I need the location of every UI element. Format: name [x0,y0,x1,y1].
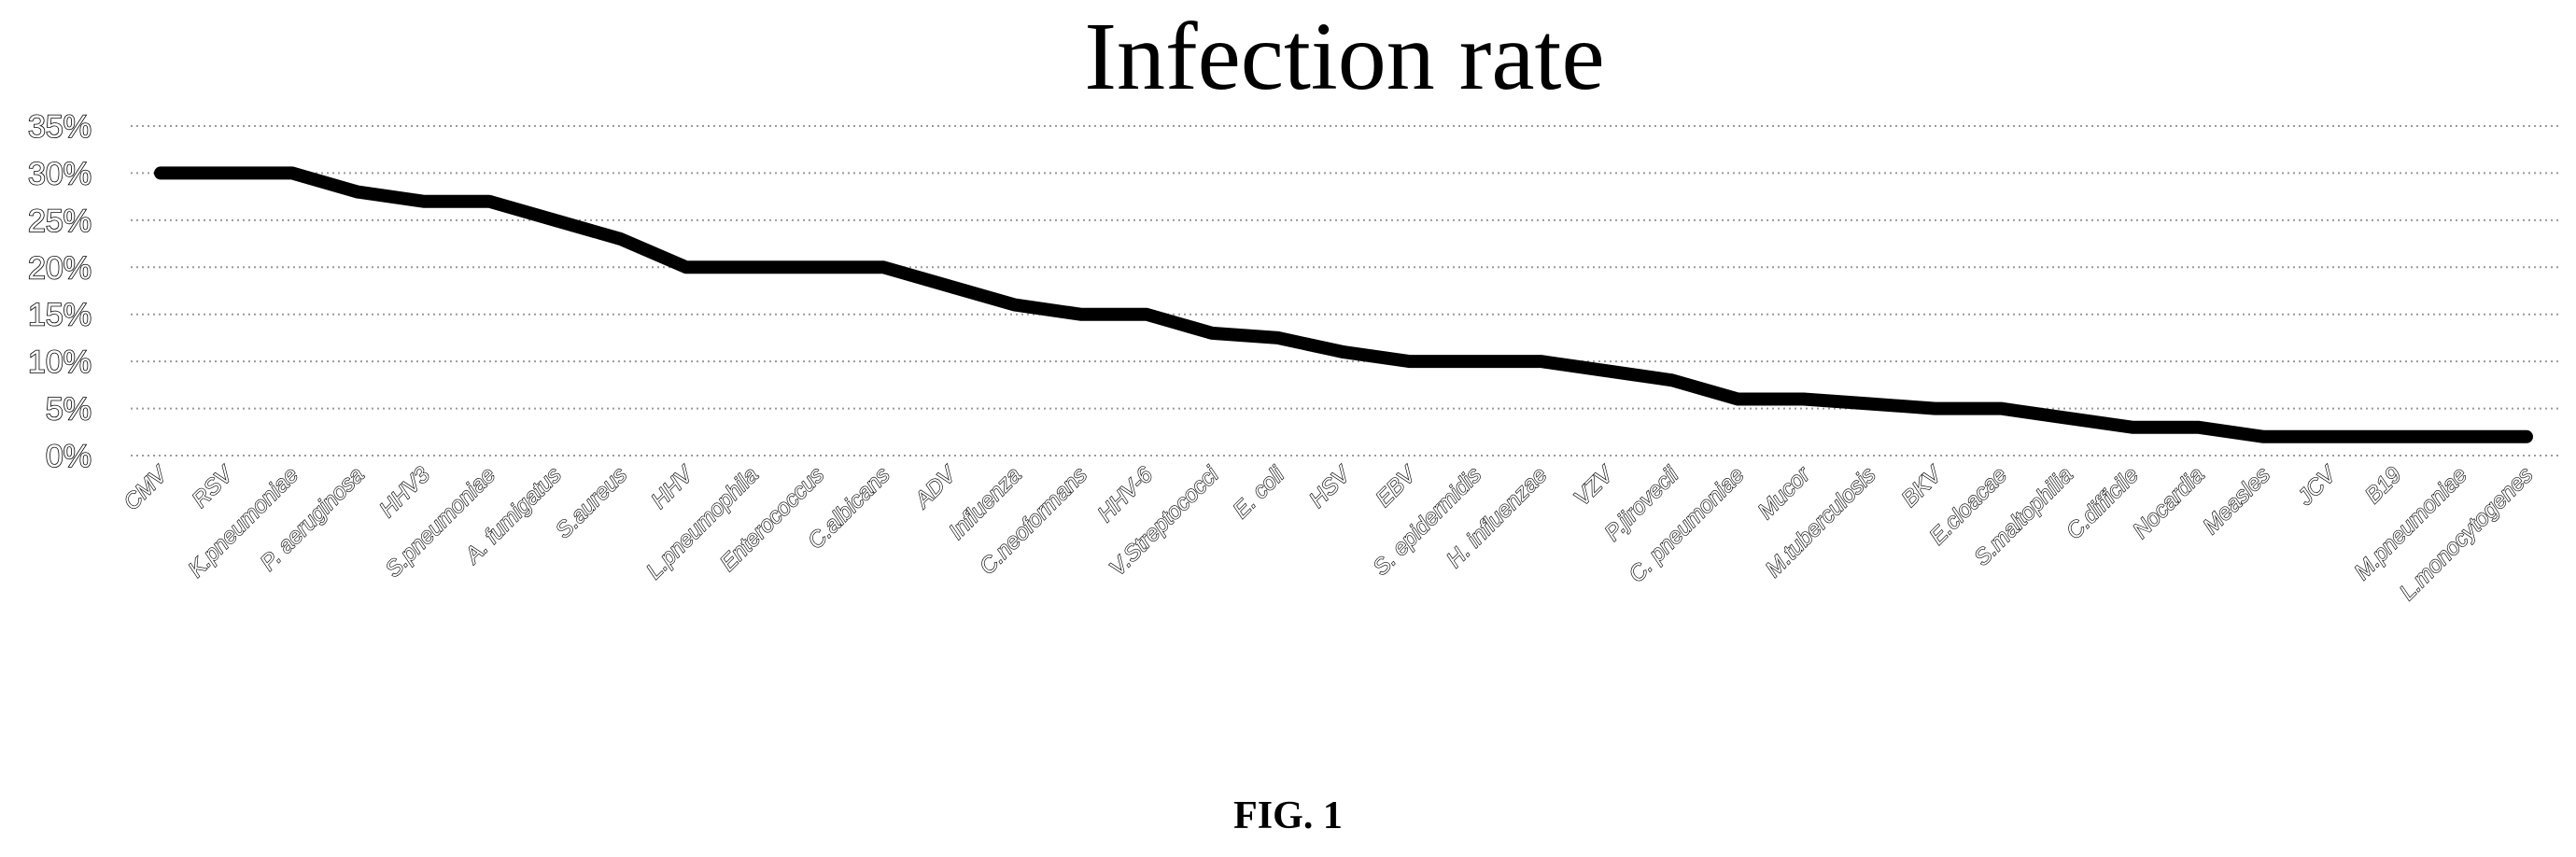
x-tick-label: M.pneumoniae [2349,462,2471,584]
x-tick-label: EBV [1372,461,1422,512]
data-point [2258,430,2270,443]
y-tick-label: 35% [28,109,91,145]
data-point [943,280,955,292]
data-point [1075,308,1087,320]
data-point [1864,398,1876,410]
data-point [1797,393,1809,405]
data-point [1666,374,1678,386]
series-line [154,166,2533,443]
x-tick-label: HHV3 [374,462,435,523]
y-axis-ticks: 0% 5% 10% 15% 20% 25% 30% 35% [27,108,92,475]
data-point [1732,393,1744,405]
data-point [2455,430,2467,443]
data-point [286,167,298,179]
figure-caption: FIG. 1 [1233,794,1343,837]
x-tick-label: E. coli [1229,462,1290,524]
data-point [2061,412,2073,424]
data-point [352,186,364,198]
gridlines [131,125,2558,457]
data-point [220,167,232,179]
data-point [1600,365,1612,377]
data-point [417,195,429,207]
y-tick-label: 0% [46,439,91,474]
data-point [1338,346,1349,358]
data-point [1140,308,1152,320]
x-tick-label: RSV [188,461,239,513]
x-tick-label: VZV [1570,461,1620,512]
x-tick-label: S.aureus [551,462,632,543]
data-point [746,261,758,274]
x-tick-label: B19 [2360,462,2406,508]
data-point [1929,402,1941,414]
y-tick-label: 5% [46,392,91,428]
x-tick-label: Nocardia [2128,462,2209,543]
x-tick-label: Measles [2198,462,2274,539]
data-point [2323,430,2335,443]
y-tick-label: 20% [28,250,91,286]
data-point [681,261,693,274]
y-tick-label: 25% [28,204,91,239]
data-point [1994,402,2006,414]
data-point [1206,327,1218,339]
x-tick-label: HHV [646,461,698,513]
x-tick-label: ADV [909,461,963,514]
data-point [1009,299,1021,311]
data-point [878,261,890,274]
x-tick-label: HSV [1304,461,1356,513]
x-tick-label: C. pneumoniae [1624,462,1749,587]
chart-title: Infection rate [1084,3,1604,110]
data-point [811,261,823,274]
data-point [2126,421,2138,433]
data-point [155,167,166,179]
data-point [1535,356,1547,368]
data-point [2192,421,2204,433]
x-tick-label: C.difficile [2062,462,2144,544]
y-tick-label: 30% [28,156,91,191]
x-tick-label: JCV [2292,461,2342,511]
data-point [1272,331,1284,344]
data-point [549,214,561,226]
data-point [483,195,495,207]
x-tick-label: BKV [1897,461,1948,512]
data-point [2389,430,2401,443]
y-tick-label: 10% [28,344,91,380]
data-point [2521,430,2532,443]
data-point [1403,356,1415,368]
x-tick-label: L.pneumophila [641,462,763,583]
y-tick-label: 15% [28,298,91,333]
data-point [614,233,626,246]
data-point [1469,356,1481,368]
x-tick-label: HHV-6 [1093,462,1159,527]
x-tick-label: Mucor [1753,461,1816,524]
x-tick-label: CMV [119,461,173,515]
series-layer [154,166,2533,443]
